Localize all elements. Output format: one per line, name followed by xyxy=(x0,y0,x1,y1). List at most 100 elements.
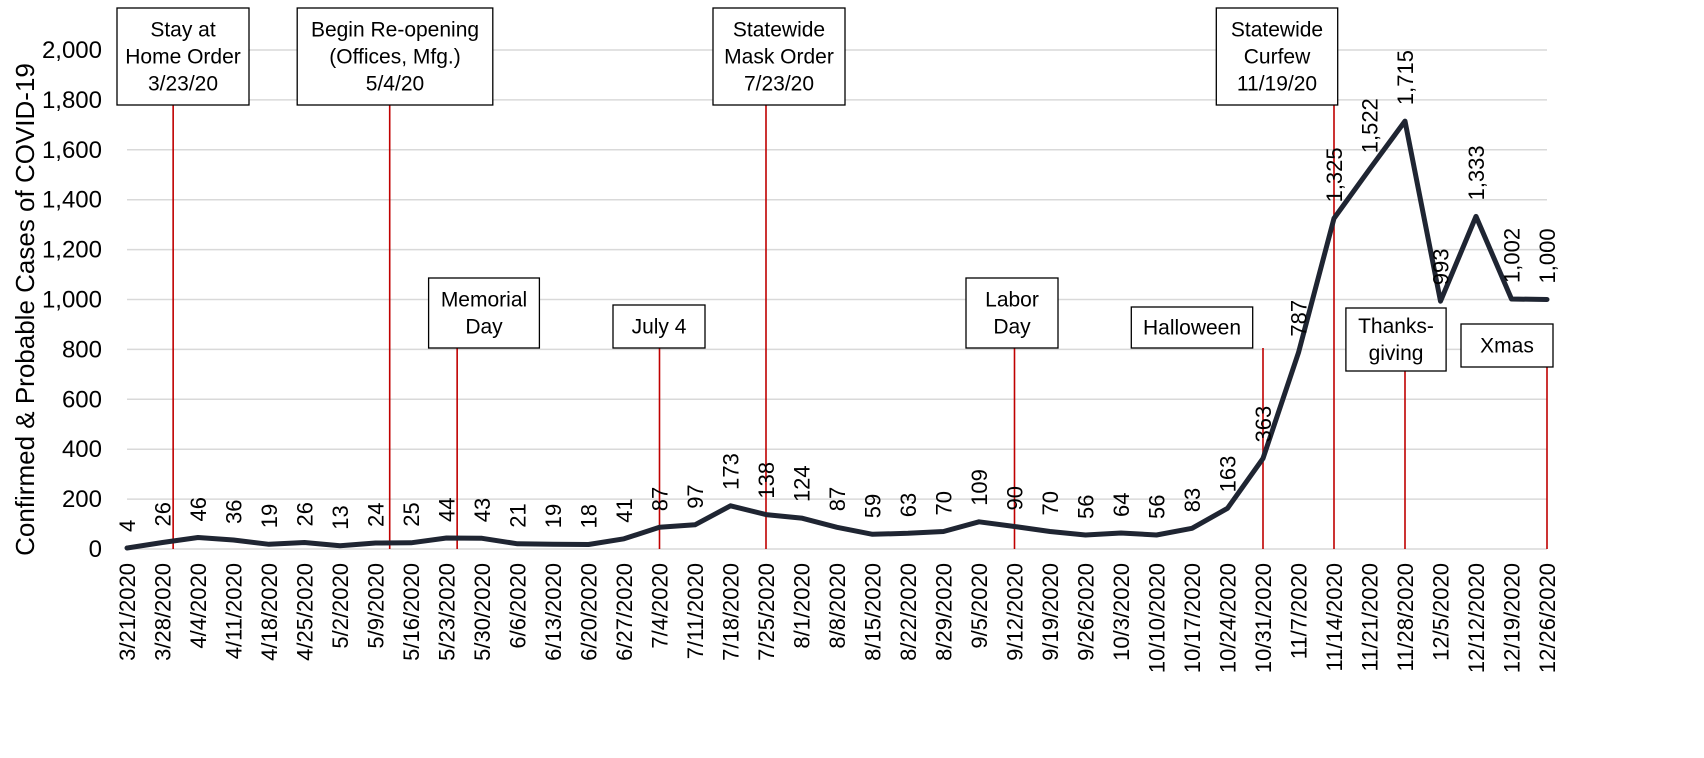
data-label: 993 xyxy=(1429,249,1454,286)
data-label: 26 xyxy=(293,502,318,526)
x-tick-label: 5/16/2020 xyxy=(399,563,424,661)
x-tick-label: 5/2/2020 xyxy=(328,563,353,649)
x-tick-label: 4/4/2020 xyxy=(186,563,211,649)
x-tick-label: 8/29/2020 xyxy=(932,563,957,661)
data-label: 13 xyxy=(328,505,353,529)
data-label: 1,002 xyxy=(1500,228,1525,283)
event-lines xyxy=(172,105,1548,549)
x-tick-label: 11/21/2020 xyxy=(1358,563,1383,671)
data-label: 25 xyxy=(399,502,424,526)
data-label: 63 xyxy=(896,493,921,517)
data-label: 44 xyxy=(435,498,460,522)
data-label: 124 xyxy=(790,465,815,502)
stay-at-home-annotation: Stay at Home Order 3/23/20 xyxy=(116,7,250,106)
x-tick-label: 5/9/2020 xyxy=(364,563,389,649)
labor-day-text: Day xyxy=(993,316,1031,339)
data-label: 36 xyxy=(222,500,247,524)
reopening-text: (Offices, Mfg.) xyxy=(329,46,460,69)
data-label: 56 xyxy=(1074,495,1099,519)
data-label: 21 xyxy=(506,503,531,527)
x-tick-label: 6/13/2020 xyxy=(541,563,566,661)
data-label: 1,333 xyxy=(1464,145,1489,200)
x-axis-ticks: 3/21/2020 3/28/2020 4/4/2020 4/11/2020 4/18/… xyxy=(115,563,1560,673)
xmas-annotation: Xmas xyxy=(1460,323,1554,368)
thanksgiving-annotation: Thanks-giving xyxy=(1345,307,1447,372)
x-tick-label: 7/18/2020 xyxy=(719,563,744,661)
x-tick-label: 10/17/2020 xyxy=(1180,563,1205,673)
data-label: 18 xyxy=(577,504,602,528)
x-tick-label: 5/30/2020 xyxy=(470,563,495,661)
data-label: 46 xyxy=(186,497,211,521)
x-tick-label: 9/19/2020 xyxy=(1038,563,1063,661)
data-label: 70 xyxy=(932,491,957,515)
reopening-box xyxy=(296,7,494,106)
x-tick-label: 5/23/2020 xyxy=(435,563,460,661)
curfew-text: Curfew xyxy=(1244,46,1311,69)
x-tick-label: 6/20/2020 xyxy=(577,563,602,661)
x-tick-label: 7/4/2020 xyxy=(648,563,673,649)
x-tick-label: 9/26/2020 xyxy=(1074,563,1099,661)
halloween-annotation: Halloween xyxy=(1130,306,1254,349)
data-label: 90 xyxy=(1003,486,1028,510)
data-label: 1,522 xyxy=(1358,98,1383,153)
x-tick-label: 10/31/2020 xyxy=(1251,563,1276,673)
x-tick-label: 4/25/2020 xyxy=(293,563,318,661)
july-4-text: July 4 xyxy=(632,316,687,339)
data-label: 26 xyxy=(151,502,176,526)
x-tick-label: 12/19/2020 xyxy=(1500,563,1525,673)
labor-day-text: Labor xyxy=(985,289,1039,312)
y-tick-label: 1,200 xyxy=(42,237,102,264)
x-tick-label: 12/26/2020 xyxy=(1535,563,1560,673)
data-label: 109 xyxy=(967,469,992,506)
x-tick-label: 7/25/2020 xyxy=(754,563,779,661)
data-label: 70 xyxy=(1038,491,1063,515)
memorial-day-text: Memorial xyxy=(441,289,527,312)
x-tick-label: 3/21/2020 xyxy=(115,563,140,661)
halloween-text: Halloween xyxy=(1143,317,1241,340)
data-label: 41 xyxy=(612,498,637,522)
reopening-text: 5/4/20 xyxy=(366,73,424,96)
series-line xyxy=(124,118,1550,551)
data-label: 56 xyxy=(1145,495,1170,519)
july-4-box xyxy=(612,304,706,349)
data-label: 83 xyxy=(1180,488,1205,512)
data-label: 19 xyxy=(257,504,282,528)
reopening-annotation: Begin Re-opening (Offices, Mfg.) 5/4/20 xyxy=(296,7,494,106)
curfew-box xyxy=(1215,7,1339,106)
data-label: 1,000 xyxy=(1535,228,1560,283)
thanksgiving-box xyxy=(1345,307,1447,372)
data-label: 4 xyxy=(115,520,140,532)
data-label: 138 xyxy=(754,462,779,499)
x-tick-label: 11/14/2020 xyxy=(1322,563,1347,671)
mask-order-box xyxy=(712,7,846,106)
y-tick-label: 800 xyxy=(62,336,102,363)
x-tick-label: 10/24/2020 xyxy=(1216,563,1241,673)
data-label: 87 xyxy=(825,487,850,511)
data-label: 787 xyxy=(1287,300,1312,337)
x-tick-label: 9/5/2020 xyxy=(967,563,992,649)
xmas-box xyxy=(1460,323,1554,368)
x-tick-label: 8/1/2020 xyxy=(790,563,815,649)
curfew-text: 11/19/20 xyxy=(1237,73,1317,96)
y-tick-label: 1,800 xyxy=(42,87,102,114)
y-axis-label: Confirmed & Probable Cases of COVID-19 xyxy=(10,63,40,556)
mask-order-text: 7/23/20 xyxy=(744,73,814,96)
memorial-day-text: Day xyxy=(465,316,503,339)
x-tick-label: 11/28/2020 xyxy=(1393,563,1418,671)
stay-at-home-text: Home Order xyxy=(125,46,241,69)
x-tick-label: 9/12/2020 xyxy=(1003,563,1028,661)
x-tick-label: 3/28/2020 xyxy=(151,563,176,661)
x-tick-label: 8/8/2020 xyxy=(825,563,850,649)
x-tick-label: 4/11/2020 xyxy=(222,563,247,659)
y-axis-ticks: 0 200 400 600 800 1,000 1,200 1,400 1,600 1,800 2,… xyxy=(42,37,102,563)
x-tick-label: 6/6/2020 xyxy=(506,563,531,649)
data-label: 363 xyxy=(1251,406,1276,443)
labor-day-annotation: Labor Day xyxy=(965,277,1059,349)
event-annotations: Stay at Home Order 3/23/20 Begin Re-opening… xyxy=(116,7,1554,372)
data-label: 87 xyxy=(648,487,673,511)
stay-at-home-box xyxy=(116,7,250,106)
labor-day-box xyxy=(965,277,1059,349)
x-tick-label: 12/5/2020 xyxy=(1429,563,1454,661)
